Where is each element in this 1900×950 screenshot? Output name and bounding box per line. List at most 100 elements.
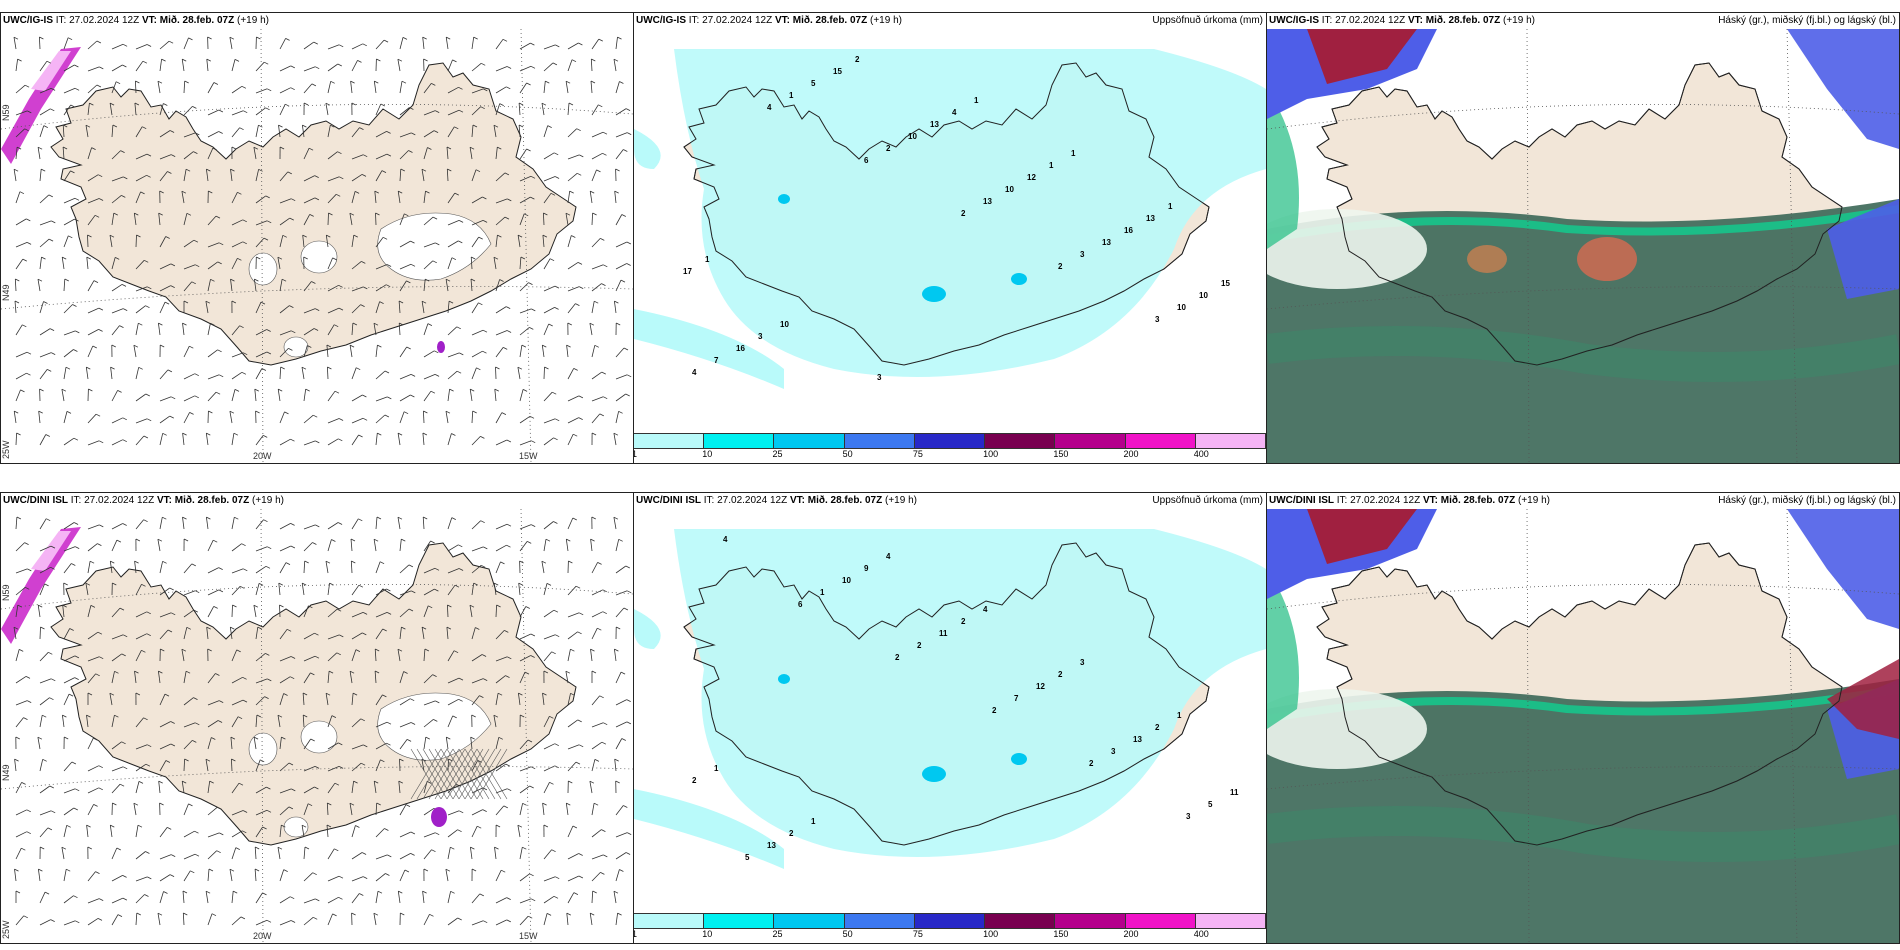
precip-value: 1 (1168, 202, 1173, 211)
precip-value: 1 (1177, 711, 1182, 720)
colorbar-tick: 1 (634, 449, 637, 459)
lead-time: (+19 h) (237, 15, 269, 26)
precip-value: 1 (820, 588, 825, 597)
vt-label: VT: (774, 15, 790, 26)
precip-value: 4 (886, 552, 891, 561)
precip-value: 2 (855, 55, 860, 64)
precip-value: 11 (1230, 788, 1239, 797)
precip-value: 2 (1058, 670, 1063, 679)
precip-value: 4 (767, 103, 772, 112)
colorbar-swatch (634, 434, 705, 448)
colorbar-tick: 400 (1193, 929, 1209, 939)
panel-top-mid-precip: UWC/IG-IS IT: 27.02.2024 12Z VT: Mið. 28… (633, 12, 1267, 464)
panel-bottom-left-wind: UWC/DINI ISL IT: 27.02.2024 12Z VT: Mið.… (0, 492, 634, 944)
colorbar-swatch (1125, 434, 1196, 448)
panel-top-left-wind: UWC/IG-IS IT: 27.02.2024 12Z VT: Mið. 28… (0, 12, 634, 464)
precip-value: 3 (1080, 658, 1085, 667)
it-label: IT: (1336, 495, 1348, 506)
precip-values: 4622341213310751010131016151312161532411… (683, 55, 1230, 382)
colorbar-tick: 50 (842, 929, 853, 939)
lead-time: (+19 h) (870, 15, 902, 26)
precip-value: 6 (864, 156, 869, 165)
precip-value: 6 (798, 600, 803, 609)
colorbar-swatch (914, 914, 986, 928)
colorbar-tick: 400 (1193, 449, 1209, 459)
precip-value: 12 (1036, 682, 1045, 691)
precip-value: 12 (1027, 173, 1036, 182)
colorbar-tick: 150 (1053, 449, 1069, 459)
precip-value: 10 (1177, 303, 1186, 312)
colorbar-swatch (985, 914, 1056, 928)
precip-value: 2 (1155, 723, 1160, 732)
lead-time: (+19 h) (1503, 15, 1535, 26)
lat-label-3: 25W (1, 920, 11, 939)
it-label: IT: (703, 495, 715, 506)
precip-value: 15 (833, 67, 842, 76)
precip-colorbar: 1 10 25 50 75 100 150 200 400 (634, 433, 1266, 461)
cloud-map (1267, 509, 1899, 943)
precip-value: 4 (952, 108, 957, 117)
precip-value: 13 (930, 120, 939, 129)
panel-top-right-cloud: UWC/IG-IS IT: 27.02.2024 12Z VT: Mið. 28… (1266, 12, 1900, 464)
panel-title: Háský (gr.), miðský (fj.bl.) og lágský (… (1718, 495, 1896, 506)
colorbar-tick: 100 (983, 449, 999, 459)
colorbar-swatch (704, 434, 775, 448)
model-name: UWC/DINI ISL (1269, 495, 1334, 506)
colorbar-swatch (634, 914, 705, 928)
precip-value: 5 (811, 79, 816, 88)
panel-title: Háský (gr.), miðský (fj.bl.) og lágský (… (1718, 15, 1896, 26)
precip-value: 1 (974, 96, 979, 105)
precip-map: 4622341213310751010131016151312161532411… (634, 49, 1266, 389)
it-value: 27.02.2024 12Z (69, 15, 140, 26)
vt-value: Mið. 28.feb. 07Z (807, 495, 883, 506)
precip-value: 2 (992, 706, 997, 715)
precip-value: 2 (961, 209, 966, 218)
precip-value: 13 (1133, 735, 1142, 744)
vt-value: Mið. 28.feb. 07Z (1425, 15, 1501, 26)
colorbar-tick: 75 (912, 449, 923, 459)
it-label: IT: (70, 495, 82, 506)
wind-barbs (13, 36, 632, 446)
precip-value: 16 (736, 344, 745, 353)
it-label: IT: (688, 15, 700, 26)
precip-value: 5 (1208, 800, 1213, 809)
precip-value: 15 (1221, 279, 1230, 288)
precip-value: 4 (692, 368, 697, 377)
lat-label-3: 25W (1, 440, 11, 459)
colorbar-tick: 150 (1053, 929, 1069, 939)
colorbar-swatch (704, 914, 775, 928)
model-name: UWC/IG-IS (1269, 15, 1319, 26)
precip-value: 1 (789, 91, 794, 100)
precip-value: 2 (1058, 262, 1063, 271)
vt-value: Mið. 28.feb. 07Z (792, 15, 868, 26)
model-name: UWC/IG-IS (3, 15, 53, 26)
hatch-area (410, 748, 508, 800)
it-value: 27.02.2024 12Z (84, 495, 155, 506)
precip-value: 2 (895, 653, 900, 662)
precip-value: 1 (705, 255, 710, 264)
panel-title: Uppsöfnuð úrkoma (mm) (1152, 15, 1263, 26)
lead-time: (+19 h) (1518, 495, 1550, 506)
precip-value: 13 (1146, 214, 1155, 223)
precip-value: 2 (886, 144, 891, 153)
vt-label: VT: (1422, 495, 1438, 506)
vt-label: VT: (141, 15, 157, 26)
colorbar-tick: 50 (842, 449, 853, 459)
it-label: IT: (1321, 15, 1333, 26)
panel-header: UWC/IG-IS IT: 27.02.2024 12Z VT: Mið. 28… (1269, 15, 1535, 26)
precip-value: 4 (723, 535, 728, 544)
colorbar-tick: 200 (1123, 449, 1139, 459)
precip-value: 2 (1089, 759, 1094, 768)
vt-label: VT: (156, 495, 172, 506)
panel-title: Uppsöfnuð úrkoma (mm) (1152, 495, 1263, 506)
precip-value: 1 (1071, 149, 1076, 158)
panel-header: UWC/IG-IS IT: 27.02.2024 12Z VT: Mið. 28… (3, 15, 269, 26)
precip-value: 13 (1102, 238, 1111, 247)
precip-value: 7 (1014, 694, 1019, 703)
colorbar-swatch (1055, 914, 1126, 928)
panel-header: UWC/IG-IS IT: 27.02.2024 12Z VT: Mið. 28… (636, 15, 902, 26)
colorbar-tick: 10 (702, 449, 713, 459)
precip-value: 2 (789, 829, 794, 838)
